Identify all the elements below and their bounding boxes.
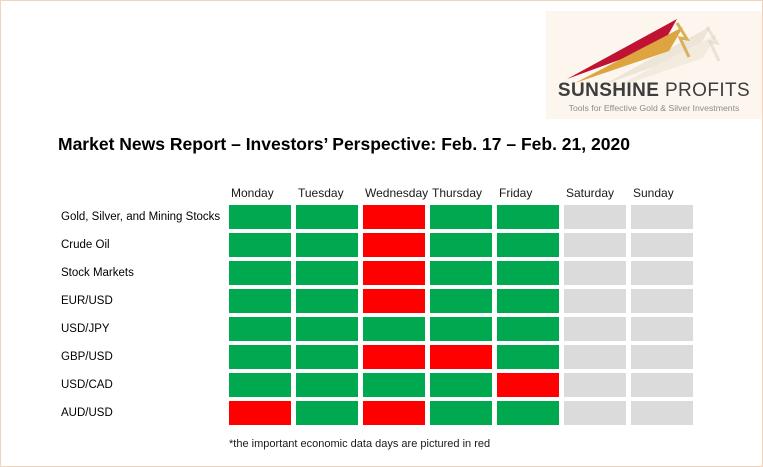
logo-brand-light: PROFITS: [664, 80, 751, 101]
cell-tuesday-row5: [296, 317, 358, 341]
cell-sunday-row7: [631, 373, 693, 397]
column-header-thursday: Thursday: [432, 186, 483, 200]
cell-friday-row7: [497, 373, 559, 397]
cell-sunday-row5: [631, 317, 693, 341]
cell-saturday-row3: [564, 261, 626, 285]
cell-wednesday-row2: [363, 233, 425, 257]
row-label: Stock Markets: [61, 267, 134, 279]
cell-tuesday-row3: [296, 261, 358, 285]
page-title: Market News Report – Investors’ Perspect…: [58, 134, 630, 154]
cell-saturday-row5: [564, 317, 626, 341]
row-label: Crude Oil: [61, 239, 110, 251]
table-corner: [61, 179, 224, 201]
row-label: GBP/USD: [61, 351, 113, 363]
cell-wednesday-row3: [363, 261, 425, 285]
row-label: EUR/USD: [61, 295, 113, 307]
cell-tuesday-row8: [296, 401, 358, 425]
cell-monday-row8: [229, 401, 291, 425]
cell-sunday-row8: [631, 401, 693, 425]
arrow-rays-icon: [567, 19, 721, 89]
column-header-tuesday: Tuesday: [298, 186, 344, 200]
cell-friday-row1: [497, 205, 559, 229]
cell-tuesday-row6: [296, 345, 358, 369]
cell-monday-row5: [229, 317, 291, 341]
logo-wordmark: SUNSHINE PROFITS: [546, 81, 762, 100]
cell-friday-row8: [497, 401, 559, 425]
row-label: USD/JPY: [61, 323, 110, 335]
cell-saturday-row1: [564, 205, 626, 229]
cell-thursday-row1: [430, 205, 492, 229]
cell-wednesday-row6: [363, 345, 425, 369]
cell-friday-row2: [497, 233, 559, 257]
cell-wednesday-row4: [363, 289, 425, 313]
cell-sunday-row4: [631, 289, 693, 313]
column-header-wednesday: Wednesday: [365, 186, 429, 200]
cell-friday-row4: [497, 289, 559, 313]
cell-saturday-row7: [564, 373, 626, 397]
cell-tuesday-row2: [296, 233, 358, 257]
row-label: Gold, Silver, and Mining Stocks: [61, 211, 221, 223]
cell-saturday-row4: [564, 289, 626, 313]
cell-wednesday-row5: [363, 317, 425, 341]
cell-wednesday-row7: [363, 373, 425, 397]
cell-sunday-row1: [631, 205, 693, 229]
cell-monday-row6: [229, 345, 291, 369]
logo-tagline: Tools for Effective Gold & Silver Invest…: [568, 103, 740, 113]
footnote: *the important economic data days are pi…: [229, 438, 491, 450]
column-header-saturday: Saturday: [566, 186, 615, 200]
row-label: AUD/USD: [61, 407, 113, 419]
logo-brand-bold: SUNSHINE: [557, 80, 660, 101]
cell-sunday-row6: [631, 345, 693, 369]
cell-monday-row3: [229, 261, 291, 285]
cell-sunday-row2: [631, 233, 693, 257]
cell-monday-row4: [229, 289, 291, 313]
cell-thursday-row7: [430, 373, 492, 397]
column-header-sunday: Sunday: [633, 186, 674, 200]
column-header-friday: Friday: [499, 186, 533, 200]
cell-thursday-row4: [430, 289, 492, 313]
cell-saturday-row2: [564, 233, 626, 257]
cell-wednesday-row8: [363, 401, 425, 425]
cell-thursday-row5: [430, 317, 492, 341]
cell-thursday-row2: [430, 233, 492, 257]
cell-monday-row7: [229, 373, 291, 397]
cell-tuesday-row7: [296, 373, 358, 397]
cell-thursday-row6: [430, 345, 492, 369]
cell-monday-row1: [229, 205, 291, 229]
cell-thursday-row8: [430, 401, 492, 425]
schedule-table: Monday Tuesday Wednesday Thursday Friday Satu…: [61, 179, 693, 425]
cell-thursday-row3: [430, 261, 492, 285]
cell-monday-row2: [229, 233, 291, 257]
cell-friday-row5: [497, 317, 559, 341]
cell-saturday-row6: [564, 345, 626, 369]
cell-friday-row3: [497, 261, 559, 285]
cell-wednesday-row1: [363, 205, 425, 229]
sunshine-profits-logo: SUNSHINE PROFITS Tools for Effective Gol…: [546, 11, 762, 119]
cell-saturday-row8: [564, 401, 626, 425]
row-label: USD/CAD: [61, 379, 113, 391]
cell-tuesday-row1: [296, 205, 358, 229]
cell-tuesday-row4: [296, 289, 358, 313]
column-header-monday: Monday: [231, 186, 274, 200]
cell-friday-row6: [497, 345, 559, 369]
cell-sunday-row3: [631, 261, 693, 285]
